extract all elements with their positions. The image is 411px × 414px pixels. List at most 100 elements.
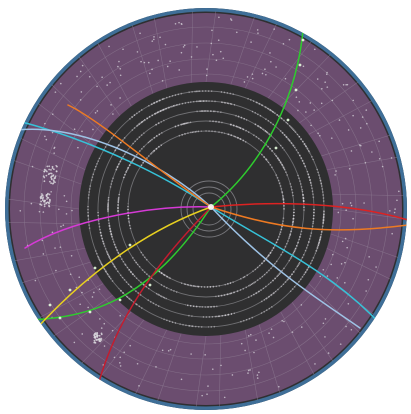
tracker-hit-segment xyxy=(287,230,293,240)
tracker-hit-segment xyxy=(251,110,263,118)
calorimeter-hit xyxy=(346,246,348,249)
calorimeter-hit xyxy=(43,199,46,202)
tracker-hit-segment xyxy=(279,278,289,289)
calorimeter-hit xyxy=(337,211,340,214)
calorimeter-hit xyxy=(42,196,45,199)
tracker-hit-segment xyxy=(267,277,277,286)
calorimeter-cell-edge xyxy=(280,54,331,107)
tracker-hit-segment xyxy=(162,103,179,111)
tracker-hit-segment xyxy=(322,194,325,204)
tracker-hit-segment xyxy=(159,271,170,279)
calorimeter-hit xyxy=(350,150,353,152)
calorimeter-cell-edge xyxy=(332,193,404,197)
calorimeter-hit xyxy=(59,246,62,248)
tracker-hit-segment xyxy=(134,302,143,309)
calorimeter-hit xyxy=(41,239,44,242)
tracker-hit-segment xyxy=(298,135,308,149)
tracker-hit-segment xyxy=(220,91,235,96)
tracker-hit-segment xyxy=(243,274,249,278)
calorimeter-cell-edge xyxy=(326,247,392,280)
tracker-hit-segment xyxy=(214,313,233,318)
tracker-hit-segment xyxy=(188,90,200,94)
calorimeter-cell-edge xyxy=(308,100,372,135)
calorimeter-hit xyxy=(51,131,54,134)
calorimeter-hit xyxy=(129,344,132,347)
calorimeter-hit xyxy=(365,109,368,111)
tracker-hit-segment xyxy=(115,248,121,257)
tracker-hit-segment xyxy=(239,316,253,323)
calorimeter-hit xyxy=(44,169,47,172)
tracker-hit-segment xyxy=(309,181,315,199)
tracker-hit-segment xyxy=(279,130,291,142)
tracker-hit-segment xyxy=(108,224,113,236)
calorimeter-hit xyxy=(364,161,367,164)
tracker-hit-segment xyxy=(192,285,200,288)
tracker-hit-segment xyxy=(122,171,128,179)
track-hit-marker xyxy=(286,118,290,122)
tracker-hit-segment xyxy=(307,257,315,268)
calorimeter-hit xyxy=(42,253,45,255)
calorimeter-hit xyxy=(219,50,222,53)
calorimeter-hit xyxy=(283,320,285,323)
calorimeter-cell-edge xyxy=(244,329,258,401)
calorimeter-hit xyxy=(52,174,55,177)
tracker-hit-segment xyxy=(106,251,117,269)
calorimeter-hit xyxy=(246,76,249,78)
calorimeter-hit xyxy=(43,203,46,206)
calorimeter-hit xyxy=(350,204,353,207)
tracker-hit-segment xyxy=(141,116,150,123)
tracker-hit-segment xyxy=(224,312,235,317)
calorimeter-hit xyxy=(52,182,55,184)
calorimeter-hit xyxy=(91,296,94,298)
calorimeter-hit xyxy=(346,83,349,86)
calorimeter-hit xyxy=(324,81,326,83)
calorimeter-hit xyxy=(302,65,305,68)
tracker-hit-segment xyxy=(314,238,321,254)
calorimeter-hit xyxy=(43,205,46,208)
calorimeter-hit xyxy=(264,68,266,71)
calorimeter-hit xyxy=(56,165,58,168)
particle-track xyxy=(24,206,212,249)
calorimeter-hit xyxy=(334,174,336,176)
tracker-hit-segment xyxy=(276,113,288,124)
tracker-hit-segment xyxy=(141,282,150,290)
tracker-hit-segment xyxy=(285,135,296,149)
tracker-hit-segment xyxy=(247,290,261,299)
calorimeter-hit xyxy=(352,114,354,117)
calorimeter-hit xyxy=(178,69,181,71)
calorimeter-hit xyxy=(51,231,54,234)
tracker-hit-segment xyxy=(179,323,193,328)
calorimeter-hit xyxy=(244,349,246,352)
calorimeter-hit xyxy=(93,291,95,294)
calorimeter-hit xyxy=(48,201,51,203)
calorimeter-hit xyxy=(34,279,37,282)
calorimeter-hit xyxy=(108,45,110,48)
tracker-hit-segment xyxy=(110,132,117,139)
tracker-hit-segment xyxy=(174,121,189,128)
tracker-hit-segment xyxy=(90,172,95,181)
calorimeter-hit xyxy=(81,291,83,294)
calorimeter-hit xyxy=(268,332,270,334)
calorimeter-hit xyxy=(243,81,246,83)
tracker-hit-segment xyxy=(260,291,275,303)
tracker-hit-segment xyxy=(285,270,295,282)
calorimeter-hit xyxy=(326,71,328,74)
particle-tracks xyxy=(5,8,407,410)
tracker-hit-segment xyxy=(264,288,279,300)
tracker-hit-segment xyxy=(87,184,92,199)
calorimeter-hit xyxy=(389,210,391,212)
calorimeter-hit xyxy=(247,369,250,372)
tracker-hit-segment xyxy=(237,136,246,143)
calorimeter-hit xyxy=(151,68,153,71)
calorimeter-hit xyxy=(50,176,52,179)
calorimeter-hit xyxy=(322,322,325,325)
calorimeter-hit xyxy=(326,86,329,88)
calorimeter-hit xyxy=(249,369,251,371)
calorimeter-hit xyxy=(249,333,252,336)
tracker-hit-segment xyxy=(107,219,111,230)
calorimeter-hit xyxy=(300,326,303,328)
calorimeter-hit xyxy=(65,213,68,215)
tracker-hit-segment xyxy=(140,160,146,167)
calorimeter-hit xyxy=(119,68,122,70)
calorimeter-hit xyxy=(117,65,119,68)
